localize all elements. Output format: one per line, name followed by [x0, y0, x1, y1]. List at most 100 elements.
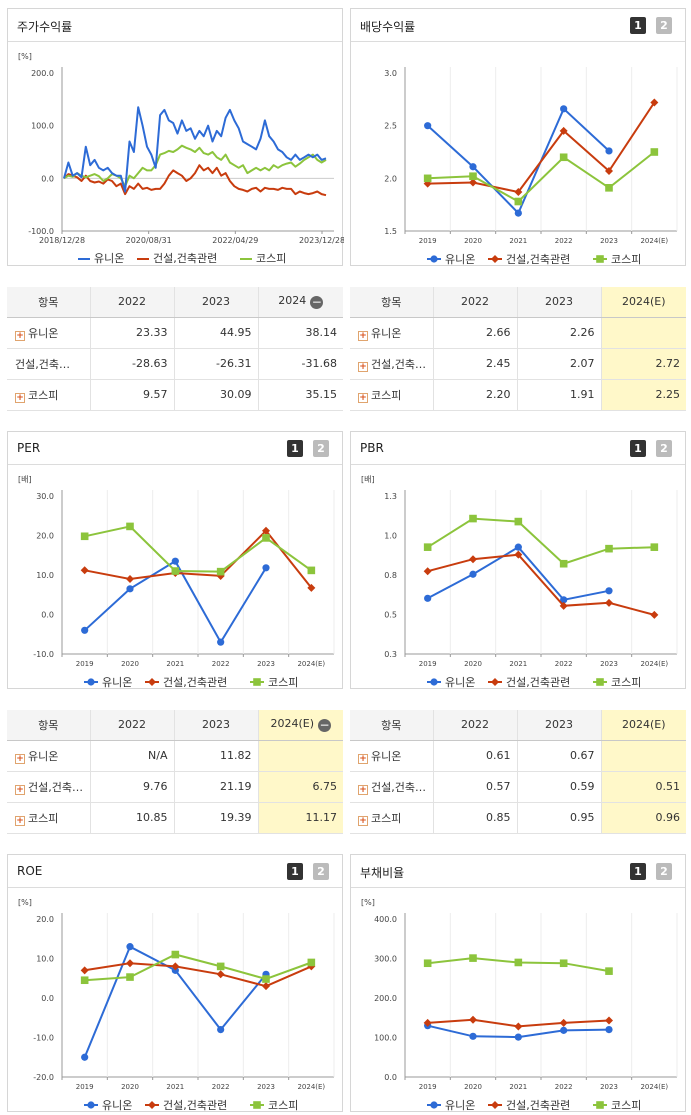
header-label: 2022 — [118, 295, 146, 309]
data-point — [605, 1016, 613, 1025]
page-1-button[interactable]: 1 — [630, 863, 646, 880]
page-2-button[interactable]: 2 — [656, 440, 672, 457]
x-tick-label: 2022 — [212, 660, 230, 668]
table-cell: 6.75 — [258, 771, 343, 803]
expand-icon[interactable]: + — [358, 753, 368, 764]
table-row: + 건설,건축… 0.57 0.59 0.51 — [350, 771, 686, 803]
row-label: 건설,건축… — [371, 780, 426, 794]
expand-icon[interactable]: + — [358, 392, 368, 403]
page-2-button[interactable]: 2 — [656, 17, 672, 34]
expand-icon[interactable]: + — [15, 392, 25, 403]
page-1-button[interactable]: 1 — [630, 17, 646, 34]
y-tick-label: 3.0 — [384, 69, 397, 78]
page-1-button[interactable]: 1 — [630, 440, 646, 457]
data-point — [262, 564, 270, 572]
roe-chart: [%] 20.0 10.0 0.0 -10.0 -20.0 2019 2020 2021 2022… — [18, 898, 335, 1111]
expand-icon[interactable]: + — [15, 784, 25, 795]
x-tick-label: 2019 — [419, 1083, 437, 1091]
y-tick-label: 2.5 — [384, 122, 397, 131]
page-2-button[interactable]: 2 — [656, 863, 672, 880]
data-point — [559, 153, 568, 162]
legend-marker — [87, 678, 95, 686]
collapse-icon[interactable]: − — [310, 295, 324, 310]
table-header-cell: 항목 — [7, 287, 91, 318]
row-label-cell: + 코스피 — [7, 379, 91, 411]
table-header-cell: 2022 — [433, 287, 518, 318]
data-point — [650, 543, 659, 551]
table-header-cell: 2022 — [90, 287, 175, 318]
expand-icon[interactable]: + — [358, 361, 368, 372]
data-point — [423, 567, 432, 576]
legend-label: 유니온 — [102, 676, 132, 688]
legend-label: 건설,건축관련 — [163, 676, 227, 688]
expand-icon[interactable]: + — [15, 330, 25, 341]
data-point — [80, 566, 89, 575]
x-tick-label: 2022 — [555, 237, 573, 245]
table-header-cell: 항목 — [7, 710, 91, 741]
page-2-button[interactable]: 2 — [313, 863, 329, 880]
legend-marker — [596, 678, 604, 686]
x-tick-label: 2021 — [509, 237, 527, 245]
header-label: 2024(E) — [621, 295, 666, 309]
header-label: 2023 — [202, 295, 230, 309]
table-header-cell: 2022 — [90, 710, 175, 741]
x-tick-label: 2024(E) — [640, 1083, 668, 1091]
data-point — [81, 1053, 89, 1061]
x-tick-label: 2019 — [419, 660, 437, 668]
x-tick-label: 2021 — [509, 660, 527, 668]
data-point — [80, 966, 89, 975]
panel-header: 주가수익률 — [8, 9, 342, 42]
data-point — [423, 1018, 432, 1027]
data-point — [514, 197, 523, 206]
roe-panel: ROE 1 2 [%] 20.0 10.0 0.0 -10.0 -20.0 2019 2020… — [7, 854, 343, 1112]
data-point — [469, 172, 477, 181]
x-tick-label: 2020 — [121, 660, 139, 668]
table-cell: 35.15 — [258, 379, 343, 411]
row-label: 코스피 — [28, 811, 59, 825]
expand-icon[interactable]: + — [15, 815, 25, 826]
y-tick-label: 20.0 — [36, 915, 54, 924]
legend-marker — [430, 678, 438, 686]
table-cell — [258, 740, 343, 772]
table-cell: 0.61 — [433, 740, 518, 772]
table-header-row: 항목 2022 2023 2024(E) − — [7, 710, 343, 741]
series-line — [63, 106, 327, 193]
series-line — [84, 953, 312, 982]
y-tick-label: 20.0 — [36, 532, 54, 541]
page-1-button[interactable]: 1 — [287, 863, 303, 880]
data-point — [560, 105, 568, 113]
expand-icon[interactable]: + — [15, 753, 25, 764]
series-line — [427, 151, 655, 203]
data-point — [126, 959, 134, 968]
header-label: 2024(E) — [270, 717, 315, 731]
header-label: 2024 — [278, 294, 307, 308]
y-tick-label: -10.0 — [33, 1034, 54, 1043]
data-point — [605, 147, 613, 155]
data-point — [423, 543, 432, 551]
data-point — [216, 567, 225, 576]
x-tick-label: 2020 — [464, 237, 482, 245]
expand-icon[interactable]: + — [358, 330, 368, 341]
legend-marker — [430, 1101, 438, 1109]
data-point — [423, 174, 432, 183]
expand-icon[interactable]: + — [358, 784, 368, 795]
table-header-row: 항목 2022 2023 2024(E) — [350, 710, 686, 741]
header-label: 2022 — [461, 295, 489, 309]
page-1-button[interactable]: 1 — [287, 440, 303, 457]
data-point — [605, 598, 613, 607]
collapse-icon[interactable]: − — [318, 718, 332, 733]
table-cell: 2.25 — [601, 379, 686, 411]
pbr-table: 항목 2022 2023 2024(E) + 유니온 0.61 0.67 + 건설,건축… 0.57… — [350, 710, 686, 834]
table-cell: 38.14 — [258, 317, 343, 349]
page-2-button[interactable]: 2 — [313, 440, 329, 457]
expand-icon[interactable]: + — [358, 815, 368, 826]
row-label: 유니온 — [28, 749, 59, 763]
table-cell: 30.09 — [174, 379, 259, 411]
series-line — [84, 962, 312, 988]
x-tick-label: 2019 — [76, 660, 94, 668]
legend-label: 유니온 — [94, 252, 124, 265]
debt-ratio-chart: [%] 400.0 300.0 200.0 100.0 0.0 2019 2020 2021 20… — [361, 898, 678, 1111]
table-row: + 유니온 23.33 44.95 38.14 — [7, 317, 343, 349]
table-row: + 유니온 N/A 11.82 — [7, 740, 343, 772]
table-header-cell: 2024− — [258, 287, 343, 318]
